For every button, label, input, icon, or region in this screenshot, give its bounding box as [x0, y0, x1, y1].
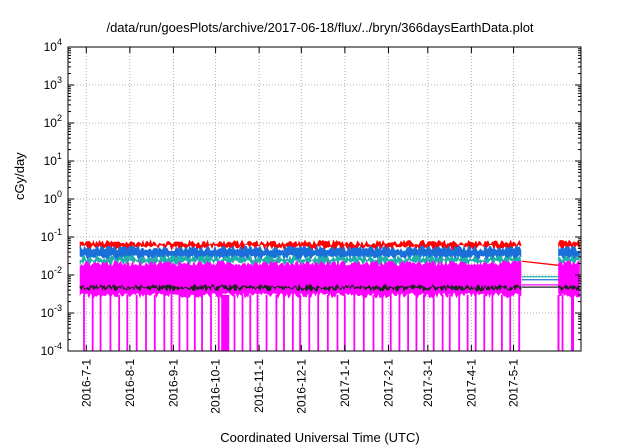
y-tick-label: 10-3	[41, 303, 62, 320]
ticks	[68, 46, 581, 352]
series-band	[79, 254, 580, 267]
x-tick-label: 2016-12-1	[294, 359, 308, 414]
x-tick-label: 2017-5-1	[507, 359, 521, 407]
plot-frame	[67, 46, 582, 352]
series-band	[79, 283, 580, 293]
y-tick-label: 10-2	[41, 265, 62, 282]
y-tick-label: 103	[44, 75, 62, 92]
data-layer	[79, 239, 580, 351]
x-tick-label: 2017-4-1	[464, 359, 478, 407]
y-tick-label: 102	[44, 113, 62, 130]
x-tick-label: 2016-11-1	[252, 359, 266, 413]
gap-segment	[521, 260, 559, 266]
gap-segments	[521, 260, 559, 288]
x-tick-label: 2017-1-1	[338, 359, 352, 407]
y-tick-label: 104	[44, 37, 62, 54]
x-tick-labels: 2016-7-1 2016-8-1 2016-9-1 2016-10-1 2016-11…	[79, 359, 520, 414]
x-tick-label: 2017-3-1	[421, 359, 435, 407]
y-tick-label: 101	[44, 151, 62, 168]
x-tick-label: 2016-7-1	[79, 359, 93, 407]
x-tick-label: 2016-9-1	[166, 359, 180, 407]
x-axis-label: Coordinated Universal Time (UTC)	[220, 430, 420, 445]
x-tick-label: 2016-8-1	[123, 359, 137, 407]
y-tick-label: 100	[44, 189, 62, 206]
y-tick-label: 10-1	[41, 227, 62, 244]
x-tick-label: 2016-10-1	[209, 359, 223, 414]
series-dropout	[221, 294, 230, 351]
y-tick-labels: 10-4 10-3 10-2 10-1 100 101 102 103 104	[41, 37, 62, 358]
x-tick-label: 2017-2-1	[381, 359, 395, 407]
y-tick-label: 10-4	[41, 341, 62, 358]
series-band	[79, 259, 580, 299]
grid	[68, 47, 581, 351]
chart-title: /data/run/goesPlots/archive/2017-06-18/f…	[106, 20, 534, 35]
